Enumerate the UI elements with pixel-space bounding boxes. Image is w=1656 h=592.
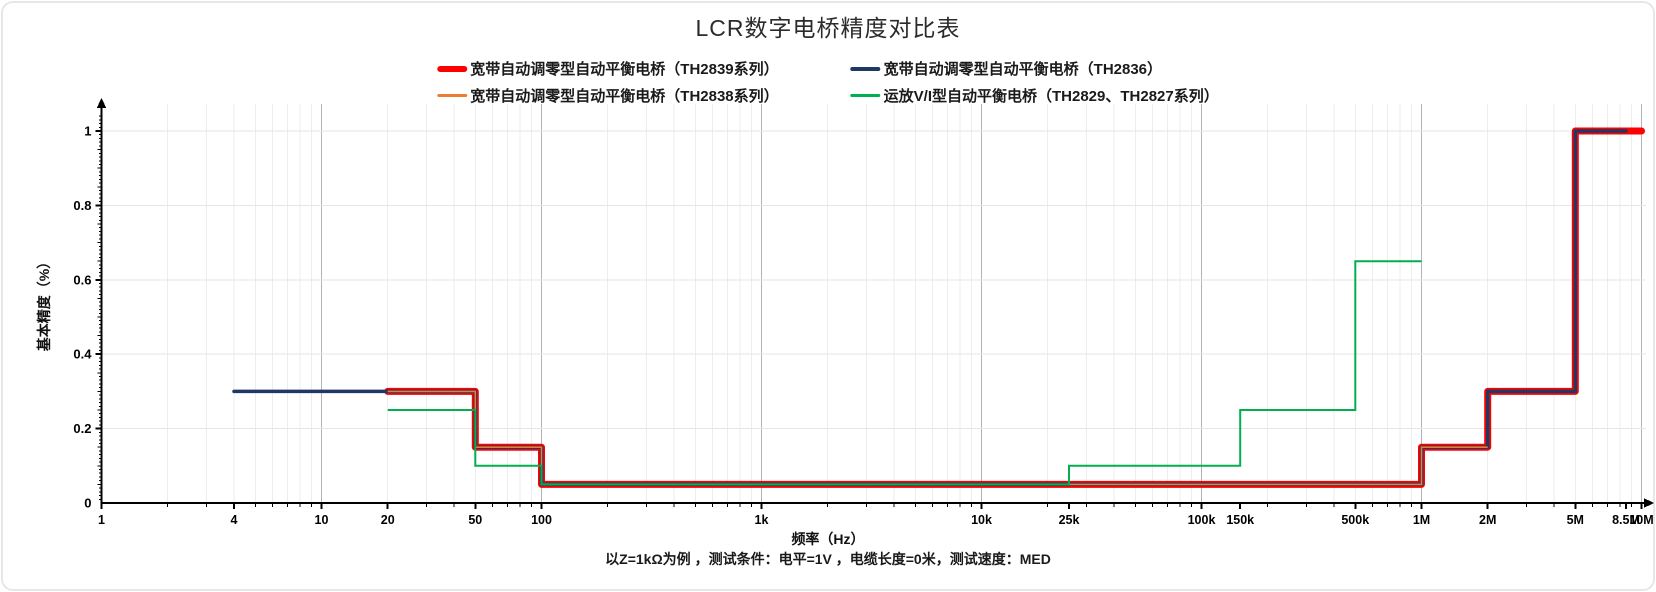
svg-text:4: 4 — [230, 513, 237, 527]
svg-text:5M: 5M — [1567, 513, 1584, 527]
axes — [95, 98, 1654, 509]
legend-label-th2839: 宽带自动调零型自动平衡电桥（TH2839系列） — [470, 61, 779, 78]
svg-text:1M: 1M — [1413, 513, 1430, 527]
y-axis-title: 基本精度（%） — [36, 254, 52, 352]
svg-text:10: 10 — [315, 513, 329, 527]
svg-text:150k: 150k — [1226, 513, 1254, 527]
svg-text:0.8: 0.8 — [73, 198, 91, 213]
svg-text:10k: 10k — [971, 513, 992, 527]
legend-item-th2839: 宽带自动调零型自动平衡电桥（TH2839系列） — [437, 58, 779, 79]
svg-text:2M: 2M — [1479, 513, 1496, 527]
legend-label-th2838: 宽带自动调零型自动平衡电桥（TH2838系列） — [470, 88, 779, 105]
gridlines — [101, 104, 1646, 503]
svg-text:10M: 10M — [1629, 513, 1653, 527]
legend-item-th2829: 运放V/I型自动平衡电桥（TH2829、TH2827系列） — [850, 85, 1219, 106]
svg-text:8.5M: 8.5M — [1612, 513, 1640, 527]
svg-text:25k: 25k — [1059, 513, 1080, 527]
series-TH2838 — [387, 390, 1488, 486]
svg-text:0.4: 0.4 — [73, 347, 92, 362]
series-TH2829 — [387, 260, 1422, 486]
svg-text:100: 100 — [531, 513, 552, 527]
svg-text:1: 1 — [84, 124, 91, 139]
svg-text:100k: 100k — [1188, 513, 1216, 527]
chart-title: LCR数字电桥精度对比表 — [695, 15, 961, 41]
svg-text:0.6: 0.6 — [73, 272, 91, 287]
legend-label-th2829: 运放V/I型自动平衡电桥（TH2829、TH2827系列） — [883, 88, 1219, 105]
series-lines — [232, 127, 1645, 488]
th2838-line-swatch — [437, 94, 468, 97]
legend-label-th2836: 宽带自动调零型自动平衡电桥（TH2836） — [883, 61, 1163, 78]
svg-text:500k: 500k — [1341, 513, 1369, 527]
svg-text:50: 50 — [468, 513, 482, 527]
x-axis-title: 频率（Hz） — [791, 531, 865, 547]
svg-text:0: 0 — [84, 496, 91, 511]
legend-item-th2838: 宽带自动调零型自动平衡电桥（TH2838系列） — [437, 85, 779, 106]
th2836-line-swatch — [850, 66, 881, 71]
test-conditions-note: 以Z=1kΩ为例 ，测试条件：电平=1V ，电缆长度=0米，测试速度：MED — [605, 551, 1051, 567]
svg-text:1k: 1k — [755, 513, 769, 527]
th2829-line-swatch — [850, 94, 881, 97]
svg-text:20: 20 — [381, 513, 395, 527]
series-TH2836 — [232, 129, 1628, 487]
th2839-line-swatch — [437, 65, 468, 72]
series-TH2839 — [384, 127, 1645, 488]
svg-text:0.2: 0.2 — [73, 421, 91, 436]
svg-text:1: 1 — [98, 513, 105, 527]
legend-item-th2836: 宽带自动调零型自动平衡电桥（TH2836） — [850, 58, 1219, 79]
legend: 宽带自动调零型自动平衡电桥（TH2839系列） 宽带自动调零型自动平衡电桥（TH… — [437, 58, 1219, 106]
